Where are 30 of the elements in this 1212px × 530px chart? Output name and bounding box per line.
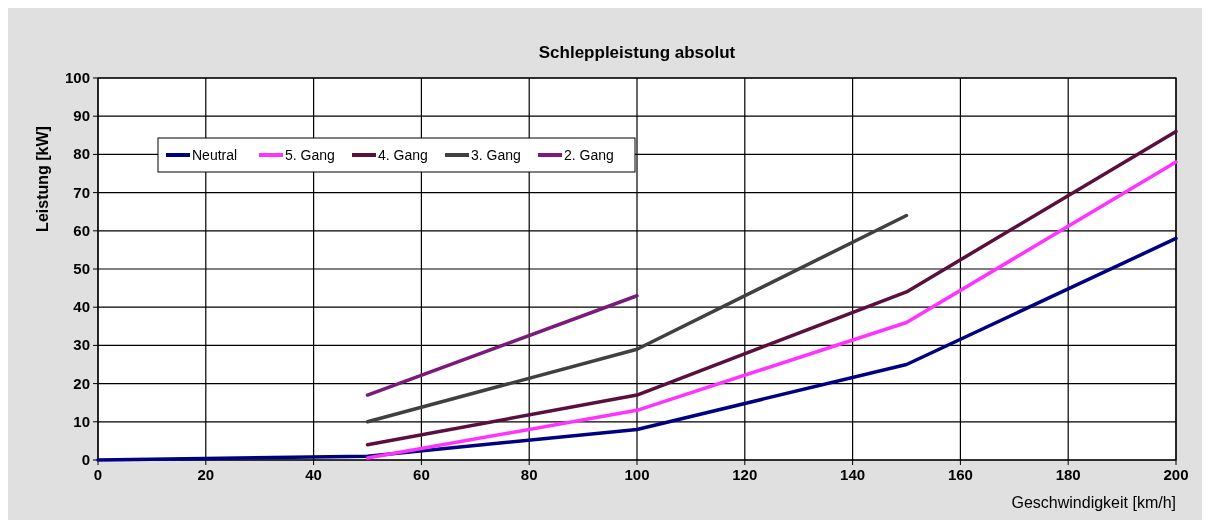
y-tick-label: 70: [73, 183, 90, 201]
y-tick-label: 90: [73, 107, 90, 125]
chart-title: Schleppleistung absolut: [538, 43, 736, 62]
y-tick-label: 100: [64, 69, 90, 86]
x-tick-label: 0: [93, 466, 103, 483]
y-tick-label: 30: [73, 336, 90, 354]
x-tick-label: 160: [947, 466, 973, 483]
y-tick-label: 20: [73, 374, 90, 392]
legend-label: Neutral: [192, 147, 238, 163]
y-tick-label: 60: [73, 221, 90, 239]
x-tick-label: 20: [197, 466, 215, 483]
x-tick-label: 100: [624, 466, 650, 483]
x-tick-label: 140: [840, 466, 866, 483]
legend-label: 5. Gang: [285, 147, 335, 163]
legend-label: 4. Gang: [378, 147, 428, 163]
x-tick-label: 180: [1055, 466, 1081, 483]
y-axis-title: Leistung [kW]: [34, 126, 51, 232]
x-tick-label: 120: [732, 466, 758, 483]
y-tick-label: 10: [73, 412, 90, 430]
x-axis-title: Geschwindigkeit [km/h]: [1011, 494, 1176, 511]
x-tick-label: 80: [520, 466, 538, 483]
y-tick-label: 80: [73, 145, 90, 163]
x-tick-label: 60: [413, 466, 430, 483]
legend-label: 2. Gang: [564, 147, 614, 163]
x-tick-label: 200: [1163, 466, 1189, 483]
x-tick-label: 40: [305, 466, 322, 483]
legend-label: 3. Gang: [471, 147, 521, 163]
y-tick-label: 40: [73, 298, 90, 316]
y-tick-label: 50: [73, 260, 90, 277]
y-tick-label: 0: [81, 451, 90, 468]
